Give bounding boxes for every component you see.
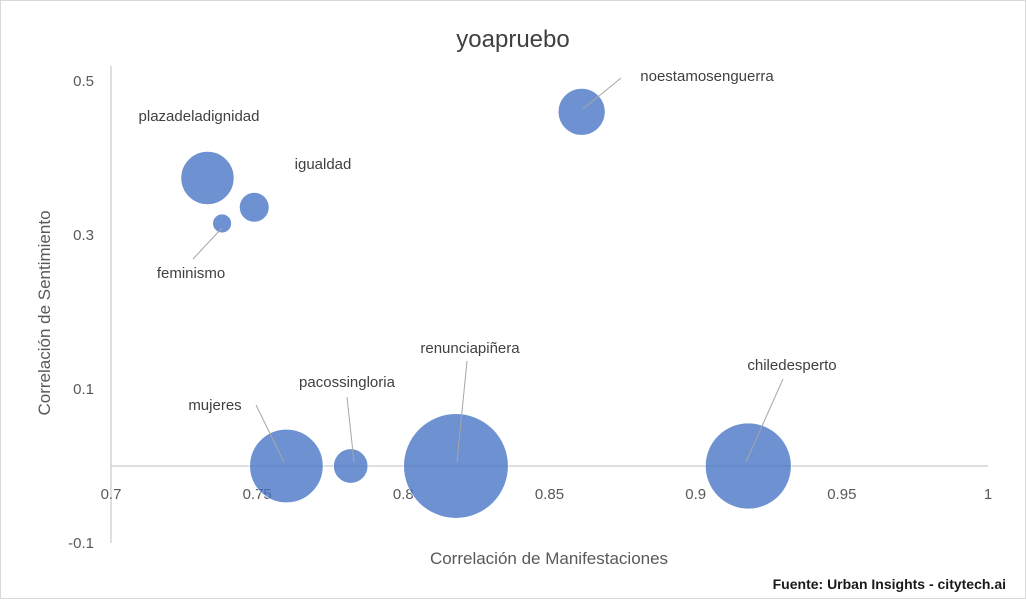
leader-line: [745, 378, 784, 463]
leader-line: [255, 404, 285, 463]
x-axis-title: Correlación de Manifestaciones: [430, 549, 668, 568]
bubble-renunciapiñera: [403, 413, 509, 519]
x-tick-label: 0.9: [685, 486, 706, 503]
x-tick-label: 0.85: [535, 486, 564, 503]
data-label-mujeres: mujeres: [188, 397, 241, 414]
data-label-noestamosenguerra: noestamosenguerra: [640, 68, 774, 85]
bubble-pacossingloria: [333, 448, 369, 484]
bubble-feminismo: [212, 213, 232, 234]
y-tick-label: 0.3: [73, 227, 94, 244]
leader-line: [456, 360, 468, 463]
chart-title: yoapruebo: [456, 26, 569, 53]
x-tick-label: 0.7: [101, 486, 122, 503]
data-label-plazadeladignidad: plazadeladignidad: [139, 108, 260, 125]
data-labels: plazadeladignidad igualdad feminismo noesta…: [139, 68, 837, 463]
y-tick-label: 0.5: [73, 73, 94, 90]
leader-line: [192, 227, 223, 260]
axes: 0.7 0.75 0.8 0.85 0.9 0.95 10.50.30.1-0.1: [68, 65, 992, 552]
data-label-chiledesperto: chiledesperto: [747, 357, 836, 374]
leader-line: [346, 396, 355, 463]
x-tick-label: 0.95: [827, 486, 856, 503]
bubble-noestamosenguerra: [557, 88, 606, 136]
y-axis-title: Correlación de Sentimiento: [35, 210, 54, 415]
bubble-mujeres: [249, 429, 324, 503]
y-tick-label: 0.1: [73, 381, 94, 398]
data-label-feminismo: feminismo: [157, 265, 225, 282]
y-tick-label: -0.1: [68, 535, 94, 552]
data-label-igualdad: igualdad: [295, 156, 352, 173]
x-tick-label: 1: [984, 486, 992, 503]
leader-line: [582, 77, 622, 110]
source-note: Fuente: Urban Insights - citytech.ai: [773, 576, 1006, 592]
bubble-plazadeladignidad: [180, 151, 235, 205]
bubble-chiledesperto: [705, 422, 792, 510]
data-label-pacossingloria: pacossingloria: [299, 374, 396, 391]
data-label-renunciapiñera: renunciapiñera: [420, 340, 520, 357]
x-tick-label: 0.8: [393, 486, 414, 503]
bubble-igualdad: [239, 192, 270, 223]
bubbles: [180, 88, 792, 519]
